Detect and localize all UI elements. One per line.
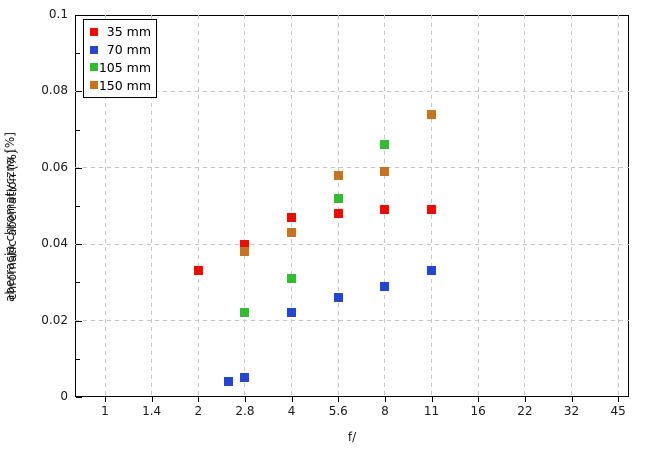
x-tick-label: 2.8 (235, 404, 255, 418)
data-point-70mm (333, 293, 343, 303)
y-gridline (75, 90, 629, 92)
x-gridline (571, 15, 572, 397)
legend-label: 105 mm (98, 59, 151, 75)
plot-area (75, 15, 629, 397)
y-axis-minor-tick (76, 206, 80, 207)
x-axis-tick (384, 396, 386, 402)
x-axis-tick (244, 396, 246, 402)
x-tick-label: 5.6 (328, 404, 348, 418)
legend-item-35mm: 35 mm (90, 24, 151, 40)
x-gridline (524, 15, 526, 397)
data-point-35mm (333, 209, 343, 219)
data-point-150mm (380, 167, 390, 177)
y-gridline (75, 167, 629, 169)
x-tick-label: 11 (423, 404, 440, 418)
y-gridline (75, 320, 629, 322)
y-axis-minor-tick (76, 282, 80, 284)
x-axis-tick (105, 396, 106, 402)
y-tick-label: 0.08 (41, 83, 68, 98)
data-point-150mm (287, 228, 297, 238)
legend-swatch-icon (90, 63, 98, 72)
x-gridline (337, 15, 339, 397)
x-axis-tick (431, 396, 433, 402)
data-point-35mm (287, 212, 297, 222)
data-point-150mm (333, 170, 343, 180)
data-point-70mm (287, 308, 297, 318)
x-tick-label: 32 (563, 404, 580, 418)
data-point-150mm (427, 109, 437, 119)
legend-label: 70 mm (106, 42, 151, 58)
x-tick-label: 1.4 (142, 404, 162, 418)
y-axis-tick (76, 244, 82, 246)
x-axis-tick (198, 396, 200, 402)
y-axis-minor-tick (76, 53, 80, 55)
y-tick-label: 0 (60, 389, 68, 403)
x-tick-label: 8 (381, 404, 389, 418)
data-point-35mm (193, 266, 203, 276)
y-axis-label-overlay: chromatic aberration (%) (5, 149, 19, 300)
y-axis-tick (76, 320, 82, 322)
legend-swatch-icon (90, 45, 98, 54)
legend-swatch-icon (90, 27, 98, 36)
x-axis-tick (291, 396, 293, 402)
y-axis-minor-tick (76, 358, 80, 360)
legend-item-150mm: 150 mm (90, 77, 151, 93)
x-gridline (197, 15, 199, 397)
x-tick-label: 22 (517, 404, 533, 418)
y-gridline (75, 243, 629, 245)
data-point-70mm (240, 373, 250, 383)
y-tick-label: 0.02 (41, 312, 68, 327)
x-gridline (151, 15, 153, 397)
x-tick-label: 16 (470, 404, 486, 418)
y-tick-label: 0.1 (48, 7, 68, 21)
x-tick-label: 2 (194, 404, 203, 418)
data-point-150mm (240, 247, 250, 257)
data-point-105mm (240, 308, 250, 318)
y-axis-minor-tick (76, 129, 80, 131)
x-gridline (291, 15, 293, 397)
data-point-105mm (287, 274, 297, 284)
x-gridline (617, 15, 619, 397)
y-tick-label: 0.06 (41, 159, 68, 174)
data-point-70mm (427, 266, 437, 276)
data-point-35mm (427, 205, 437, 215)
x-axis-tick (151, 396, 153, 402)
x-axis-tick (478, 396, 480, 402)
x-axis-tick (338, 396, 340, 402)
legend-label: 150 mm (98, 77, 151, 93)
x-axis-tick (571, 396, 573, 402)
y-axis-tick (76, 15, 82, 16)
y-axis-tick (76, 167, 82, 169)
x-tick-label: 1 (101, 404, 109, 418)
legend-item-105mm: 105 mm (90, 59, 151, 75)
legend-item-70mm: 70 mm (90, 42, 151, 58)
data-point-105mm (380, 140, 390, 150)
legend-label: 35 mm (106, 24, 151, 40)
data-point-35mm (380, 205, 390, 215)
y-axis-tick (76, 397, 82, 398)
legend-swatch-icon (90, 81, 98, 90)
data-point-70mm (380, 281, 390, 291)
x-axis-label: f/ (347, 430, 357, 444)
data-point-35mm (240, 239, 250, 249)
x-tick-label: 45 (610, 404, 626, 418)
data-point-105mm (333, 193, 343, 203)
x-tick-label: 4 (287, 404, 296, 418)
x-axis-tick (524, 396, 526, 402)
x-gridline (104, 15, 106, 397)
legend: 35 mm 70 mm 105 mm 150 mm (83, 19, 157, 98)
x-axis-tick (618, 396, 620, 402)
y-tick-label: 0.04 (41, 236, 68, 251)
x-gridline (477, 15, 479, 397)
data-point-70mm (223, 377, 233, 387)
y-axis-tick (76, 91, 82, 93)
x-gridline (244, 15, 246, 397)
